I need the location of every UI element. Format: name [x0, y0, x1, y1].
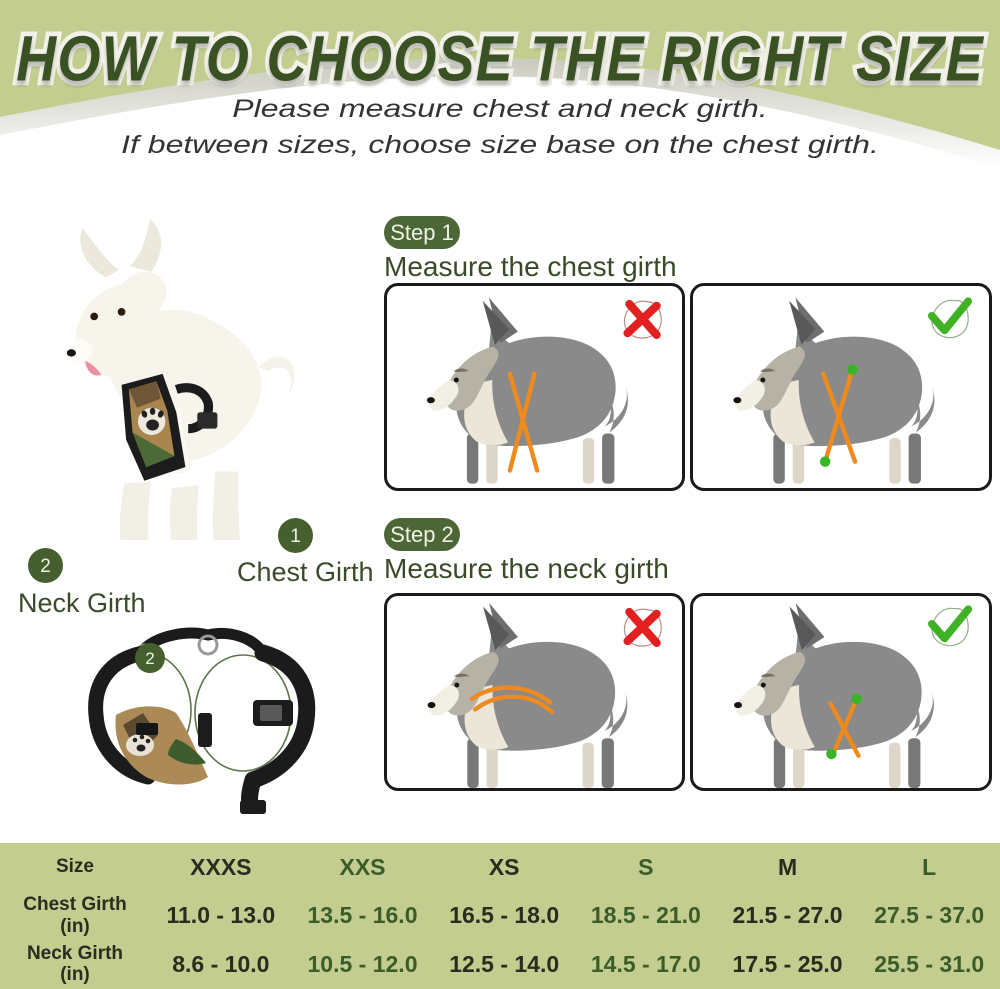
svg-text:2: 2 [40, 556, 51, 577]
svg-text:2: 2 [145, 649, 154, 668]
